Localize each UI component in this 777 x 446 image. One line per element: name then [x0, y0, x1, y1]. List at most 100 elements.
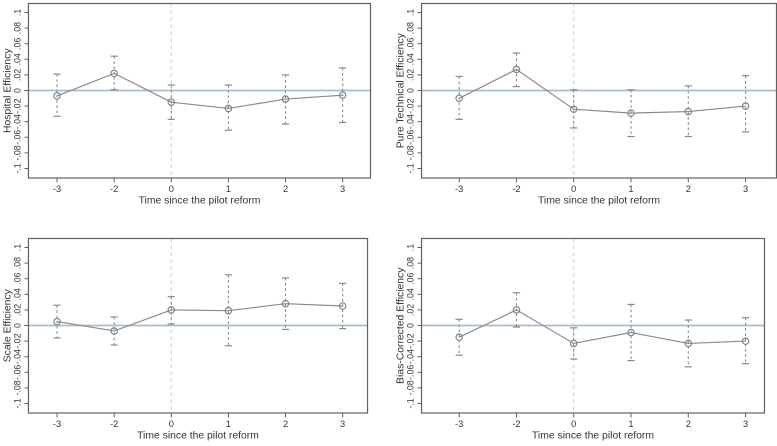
data-point-marker — [512, 65, 521, 74]
y-tick-label: .08 — [12, 257, 22, 269]
y-tick-label: -.02 — [406, 98, 416, 113]
x-tick-label: 2 — [283, 184, 288, 194]
data-point-marker — [512, 306, 521, 314]
y-tick-label: -.04 — [406, 114, 416, 129]
x-tick-label: 0 — [169, 184, 174, 194]
series-line — [56, 72, 343, 110]
data-point-marker — [569, 105, 578, 113]
x-tick-label: -2 — [110, 419, 118, 429]
x-tick-label: 1 — [628, 419, 633, 429]
x-axis-title: Time since the pilot reform — [137, 430, 259, 441]
data-point-marker — [338, 91, 347, 99]
y-tick-label: .04 — [406, 53, 416, 65]
y-tick-label: -.02 — [12, 98, 22, 113]
y-tick-label: .02 — [12, 304, 22, 316]
data-point-marker — [684, 107, 693, 116]
data-point-marker — [53, 92, 61, 100]
series-line — [56, 303, 343, 332]
y-tick-label: -.02 — [12, 333, 22, 348]
y-tick-label: .02 — [12, 69, 22, 81]
y-tick-label: .04 — [12, 53, 22, 65]
data-point-marker — [741, 337, 750, 345]
x-tick-label: -2 — [110, 184, 118, 194]
x-tick-label: 0 — [169, 419, 174, 429]
y-tick-label: -.02 — [406, 333, 416, 348]
chart-svg: -.1 -.08-.06-.04-.02 0 .02 .04 .06 .08 .1 -3 -2 0 1… — [2, 2, 372, 207]
y-tick-label: .06 — [406, 272, 416, 284]
plot-border — [420, 237, 766, 414]
x-tick-label: -3 — [53, 419, 61, 429]
y-tick-label: 0 — [12, 88, 22, 93]
y-tick-label: -.06 — [12, 130, 22, 145]
x-tick-label: 0 — [571, 184, 576, 194]
y-tick-label: -.08 — [12, 380, 22, 395]
y-tick-label: .04 — [12, 288, 22, 300]
y-tick-label: -.08 — [406, 145, 416, 160]
x-tick-label: 2 — [686, 184, 691, 194]
y-tick-label: -.04 — [406, 349, 416, 364]
x-axis-title: Time since the pilot reform — [538, 196, 660, 207]
data-point-marker — [281, 95, 290, 103]
y-tick-label: .02 — [406, 69, 416, 81]
data-point-marker — [338, 302, 347, 310]
y-tick-label: -.04 — [12, 114, 22, 129]
chart-svg: -.1 -.08-.06-.04-.02 0 .02 .04 .06 .08 .1 -3 -2 0 1… — [396, 237, 766, 442]
data-point-marker — [167, 306, 176, 314]
x-tick-label: -3 — [455, 184, 463, 194]
x-tick-label: 3 — [743, 184, 748, 194]
data-point-marker — [741, 102, 750, 110]
data-point-marker — [455, 94, 463, 103]
y-tick-label: .02 — [406, 304, 416, 316]
y-axis-title: Scale Efficiency — [2, 288, 13, 362]
x-tick-label: 0 — [571, 419, 576, 429]
chart-panel-bias-corrected-efficiency: -.1 -.08 -.06 -.04 -.02 0 .02 .04 .06 .08 .1 -3 -2 0 1… — [388, 223, 777, 446]
data-point-marker — [53, 317, 61, 326]
y-tick-label: 0 — [406, 88, 416, 93]
series-line — [458, 309, 746, 345]
y-tick-label: -.08 — [12, 145, 22, 160]
x-tick-label: 2 — [686, 419, 691, 429]
y-tick-label: .08 — [12, 22, 22, 34]
y-tick-label: -.06 — [12, 365, 22, 380]
y-tick-label: -.1 — [12, 163, 22, 173]
y-tick-label: 0 — [12, 323, 22, 328]
data-point-marker — [684, 339, 693, 348]
x-tick-label: 3 — [340, 184, 345, 194]
x-tick-label: 1 — [628, 184, 633, 194]
data-point-marker — [224, 104, 233, 113]
y-tick-label: .06 — [406, 37, 416, 49]
y-tick-label: -.1 — [12, 398, 22, 408]
chart-svg: -.1 -.08-.06-.04-.02 0 .02 .04 .06 .08 .1 -3 -2 0 1… — [396, 2, 777, 207]
chart-panel-scale-efficiency: -.1 -.08 -.06 -.04 -.02 0 .02 .04 .06 .08 .1 -3 -2 0 1… — [0, 223, 388, 446]
x-tick-label: -2 — [512, 419, 520, 429]
chart-svg: -.1 -.08-.06-.04-.02 0 .02 .04 .06 .08 .1 -3 -2 0 1… — [2, 237, 369, 442]
y-tick-label: -.06 — [406, 130, 416, 145]
x-tick-label: 1 — [226, 184, 231, 194]
x-axis-title: Time since the pilot reform — [139, 195, 261, 206]
y-tick-label: 0 — [406, 323, 416, 328]
y-tick-label: .1 — [406, 9, 416, 16]
data-point-marker — [627, 328, 635, 337]
data-point-marker — [281, 299, 290, 308]
data-point-marker — [110, 69, 118, 78]
y-tick-label: .1 — [406, 244, 416, 251]
x-axis-title: Time since the pilot reform — [532, 431, 654, 442]
y-axis-title: Hospital Efficiency — [2, 48, 13, 133]
y-tick-label: -.08 — [406, 380, 416, 395]
y-axis-title: Bias-Corrected Efficiency — [396, 267, 407, 384]
chart-panel-pure-technical-efficiency: -.1 -.08 -.06 -.04 -.02 0 .02 .04 .06 .08 .1 -3 -2 0 1… — [388, 0, 777, 223]
series-line — [458, 68, 746, 114]
data-point-marker — [110, 327, 118, 335]
y-tick-label: -.06 — [406, 365, 416, 380]
data-point-marker — [627, 109, 635, 117]
y-tick-label: -.04 — [12, 349, 22, 364]
x-tick-label: -3 — [455, 419, 463, 429]
plot-border — [420, 2, 777, 179]
y-axis-title: Pure Technical Efficiency — [396, 32, 407, 148]
y-tick-label: .04 — [406, 288, 416, 300]
x-tick-label: 2 — [283, 419, 288, 429]
y-tick-label: -.1 — [406, 163, 416, 173]
x-tick-label: -2 — [512, 184, 520, 194]
y-tick-label: .08 — [406, 257, 416, 269]
